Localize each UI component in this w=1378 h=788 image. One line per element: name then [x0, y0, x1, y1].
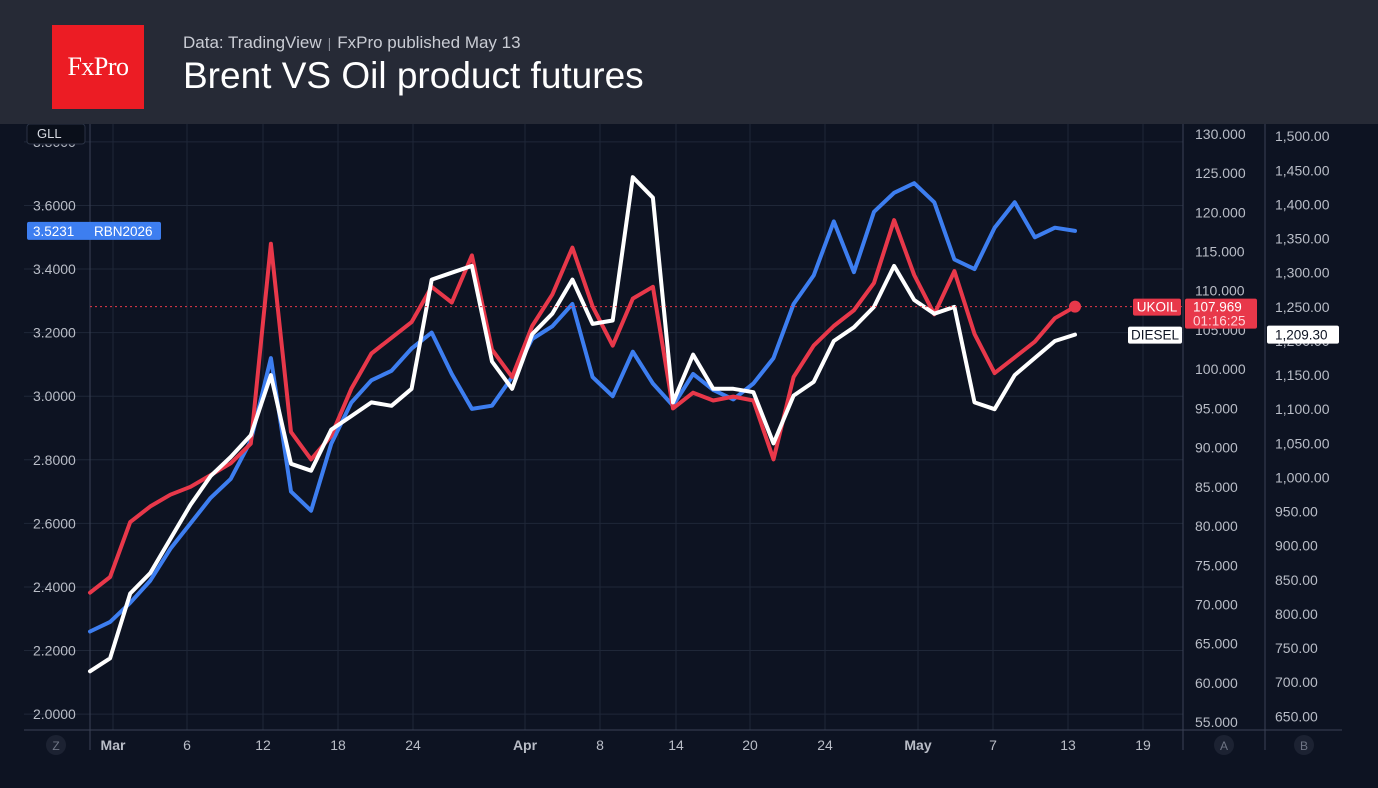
x-tick-label: Mar: [101, 737, 126, 753]
y-tick-label-right-a: 120.000: [1195, 204, 1246, 220]
header-bar: FxPro Data: TradingView | FxPro published …: [0, 0, 1378, 124]
y-tick-label-right-b: 950.00: [1275, 504, 1318, 520]
y-tick-label-left: 2.4000: [33, 579, 76, 595]
y-tick-label-right-a: 70.000: [1195, 596, 1238, 612]
y-tick-label-right-a: 110.000: [1195, 283, 1245, 299]
diesel-name-bg: [1128, 326, 1182, 344]
corner-a-label: A: [1220, 739, 1228, 753]
y-tick-label-right-b: 900.00: [1275, 538, 1318, 554]
y-tick-label-right-a: 90.000: [1195, 440, 1238, 456]
grid-lines: [24, 124, 1183, 730]
series-layer: [88, 175, 1077, 674]
y-tick-label-left: 3.2000: [33, 325, 76, 341]
x-tick-label: 14: [668, 737, 684, 753]
y-tick-label-right-b: 700.00: [1275, 674, 1318, 690]
x-tick-label: 20: [742, 737, 758, 753]
ukoil-value: 107.969: [1193, 300, 1242, 315]
x-tick-label: 13: [1060, 737, 1076, 753]
y-tick-label-left: 3.4000: [33, 261, 76, 277]
x-tick-label: 18: [330, 737, 346, 753]
diesel-value: 1,209.30: [1275, 328, 1328, 343]
y-tick-label-right-a: 115.000: [1195, 244, 1245, 260]
series-line-ukoil: [88, 218, 1077, 595]
ukoil-countdown: 01:16:25: [1193, 314, 1246, 329]
y-tick-label-right-b: 800.00: [1275, 606, 1318, 622]
ukoil-value-bg: [1185, 298, 1257, 329]
y-tick-label-left: 3.6000: [33, 197, 76, 213]
y-tick-label-right-a: 95.000: [1195, 400, 1238, 416]
chart-area[interactable]: 2.0000 2.2000 2.4000 2.6000 2.8000 3.0000 3.20…: [0, 124, 1378, 788]
x-tick-label: 8: [596, 737, 604, 753]
diesel-value-bg: [1267, 325, 1339, 344]
diesel-name: DIESEL: [1131, 328, 1180, 343]
axes: [24, 124, 1342, 750]
y-tick-label-right-a: 55.000: [1195, 714, 1238, 730]
corner-z-label: Z: [52, 739, 59, 753]
rbn-tag-bg: [27, 221, 161, 240]
y-tick-label-right-a: 100.000: [1195, 361, 1246, 377]
y-tick-label-right-b: 1,250.00: [1275, 299, 1330, 315]
data-source: Data: TradingView: [183, 33, 322, 52]
separator: |: [327, 35, 332, 51]
x-tick-label: 24: [817, 737, 833, 753]
ukoil-name-bg: [1133, 298, 1181, 316]
series-line-diesel: [88, 175, 1077, 674]
corner-b-label-bg: [1294, 735, 1314, 755]
y-tick-label-left: 2.0000: [33, 706, 76, 722]
y-tick-label-right-b: 1,400.00: [1275, 196, 1330, 212]
series-line-rbn2026: [88, 181, 1077, 634]
chart-title: Brent VS Oil product futures: [183, 55, 644, 96]
y-tick-label-right-b: 1,050.00: [1275, 435, 1330, 451]
y-tick-label-left: 2.6000: [33, 515, 76, 531]
y-tick-label-right-b: 1,450.00: [1275, 162, 1330, 178]
y-tick-label-right-a: 75.000: [1195, 557, 1238, 573]
x-tick-label: 19: [1135, 737, 1151, 753]
x-tick-label: May: [904, 737, 931, 753]
y-tick-label-right-b: 1,000.00: [1275, 469, 1330, 485]
gll-box: [26, 124, 86, 145]
rbn-tag-value: 3.5231: [33, 224, 74, 239]
y-tick-label-right-a: 125.000: [1195, 165, 1246, 181]
y-tick-label-right-b: 750.00: [1275, 640, 1318, 656]
published-date: FxPro published May 13: [337, 33, 521, 52]
y-tick-label-right-b: 850.00: [1275, 572, 1318, 588]
y-tick-label-right-b: 1,500.00: [1275, 128, 1330, 144]
fxpro-logo: FxPro: [52, 25, 144, 109]
y-tick-label-right-a: 80.000: [1195, 518, 1238, 534]
y-tick-label-left: 3.0000: [33, 388, 76, 404]
source-line: Data: TradingView | FxPro published May 13: [183, 33, 521, 53]
ukoil-last-dot: [1069, 300, 1081, 313]
ukoil-name: UKOIL: [1137, 300, 1178, 315]
x-tick-label: 24: [405, 737, 421, 753]
y-tick-label-right-a: 65.000: [1195, 636, 1238, 652]
x-tick-label: 6: [183, 737, 191, 753]
x-tick-label: 12: [255, 737, 271, 753]
corner-a-label-bg: [1214, 735, 1234, 755]
y-tick-label-right-a: 85.000: [1195, 479, 1238, 495]
axis-labels: 2.0000 2.2000 2.4000 2.6000 2.8000 3.0000 3.20…: [26, 124, 1330, 755]
y-tick-label-left: 2.8000: [33, 452, 76, 468]
y-tick-label-right-b: 1,150.00: [1275, 367, 1330, 383]
logo-text: FxPro: [67, 52, 129, 81]
x-tick-label: 7: [989, 737, 997, 753]
corner-z-label-bg: [46, 735, 66, 755]
y-tick-label-right-b: 1,350.00: [1275, 231, 1330, 247]
y-tick-label-right-a: 60.000: [1195, 675, 1238, 691]
gll-label: GLL: [37, 126, 62, 141]
x-tick-label: Apr: [513, 737, 538, 753]
y-tick-label-right-b: 1,100.00: [1275, 401, 1330, 417]
rbn-tag-name: RBN2026: [94, 224, 153, 239]
y-tick-label-right-a: 130.000: [1195, 126, 1246, 142]
y-tick-label-left: 2.2000: [33, 643, 76, 659]
y-tick-label-right-b: 1,300.00: [1275, 265, 1330, 281]
corner-b-label: B: [1300, 739, 1308, 753]
y-tick-label-right-b: 650.00: [1275, 708, 1318, 724]
